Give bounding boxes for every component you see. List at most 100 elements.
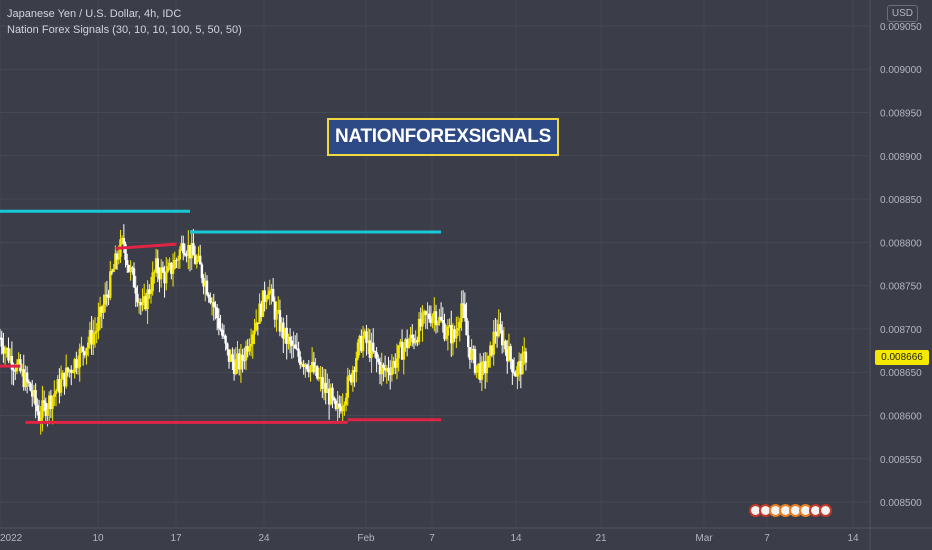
candle-body — [207, 294, 210, 298]
candle-body — [492, 331, 495, 355]
candle-body — [421, 312, 424, 327]
candle-body — [19, 359, 22, 372]
candle-body — [333, 397, 336, 401]
candle-body — [299, 356, 302, 365]
candle-body — [506, 349, 509, 362]
candle-body — [456, 328, 460, 331]
candle-body — [380, 364, 383, 375]
price-tick-label: 0.008600 — [880, 411, 922, 422]
candle-body — [224, 335, 227, 344]
time-tick-label: 14 — [847, 533, 859, 544]
candle-body — [411, 334, 414, 339]
candle-body — [244, 346, 248, 361]
candle-body — [300, 364, 304, 366]
candle-body — [370, 342, 373, 358]
candle-body — [103, 294, 107, 305]
candle-body — [204, 280, 207, 287]
candle-body — [90, 330, 93, 345]
candle-body — [114, 253, 117, 269]
candle-body — [127, 265, 131, 272]
candle-body — [254, 322, 258, 331]
candle-body — [407, 342, 411, 348]
candle-body — [263, 290, 266, 302]
candle-body — [73, 359, 76, 373]
candle-body — [314, 366, 317, 373]
candle-body — [497, 324, 500, 337]
candle-body — [163, 271, 166, 284]
candle-body — [387, 367, 390, 373]
candle-body — [485, 367, 489, 374]
candle-body — [288, 336, 292, 341]
candle-body — [24, 372, 27, 388]
candle-body — [260, 303, 263, 317]
candle-body — [349, 375, 353, 383]
candle-body — [154, 258, 158, 272]
candle-body — [385, 367, 389, 371]
candle-body — [87, 342, 90, 348]
candle-body — [144, 296, 148, 310]
candle-body — [277, 310, 280, 312]
candle-body — [153, 271, 156, 273]
candle-body — [483, 361, 487, 374]
time-tick-label: 7 — [764, 533, 770, 544]
candle-body — [200, 264, 204, 279]
time-tick-label: 14 — [510, 533, 522, 544]
candle-body — [124, 244, 127, 260]
candle-body — [305, 364, 309, 370]
candle-body — [312, 361, 316, 373]
candle-body — [504, 340, 507, 350]
candle-body — [390, 367, 394, 376]
time-axis: 2022 10 17 24 Feb 7 14 21 Mar 7 14 — [0, 533, 859, 544]
time-tick-label: Feb — [357, 533, 375, 544]
candle-body — [324, 382, 327, 393]
current-price-tag: 0.008666 — [875, 350, 929, 365]
candle-body — [373, 351, 377, 353]
candle-body — [187, 245, 190, 256]
price-axis: 0.009050 0.009000 0.008950 0.008900 0.008850… — [880, 22, 922, 509]
candle-body — [182, 243, 185, 254]
candle-body — [93, 332, 97, 334]
price-tick-label: 0.008650 — [880, 368, 922, 379]
candle-body — [322, 382, 326, 389]
indicator-legend[interactable]: Nation Forex Signals (30, 10, 10, 100, 5… — [7, 24, 242, 36]
candle-body — [117, 256, 120, 260]
candle-body — [436, 322, 439, 326]
candle-body — [236, 353, 239, 360]
symbol-title[interactable]: Japanese Yen / U.S. Dollar, 4h, IDC — [7, 8, 182, 20]
candle-body — [309, 366, 312, 373]
candle-body — [441, 320, 444, 324]
candle-body — [356, 342, 360, 358]
candle-body — [243, 360, 246, 362]
flag-icon[interactable] — [819, 504, 832, 517]
candle-body — [109, 271, 112, 298]
price-tick-label: 0.008550 — [880, 455, 922, 466]
event-icons[interactable] — [749, 504, 832, 517]
currency-badge[interactable]: USD — [886, 5, 918, 22]
candle-body — [392, 360, 395, 368]
candle-body — [212, 301, 215, 307]
candle-body — [66, 367, 70, 373]
candle-body — [175, 260, 178, 262]
candle-body — [372, 342, 375, 352]
candle-body — [507, 346, 511, 362]
candle-body — [331, 387, 334, 398]
price-tick-label: 0.008800 — [880, 238, 922, 249]
candle-body — [431, 316, 434, 324]
candle-body — [198, 255, 202, 265]
candle-body — [231, 354, 234, 362]
candle-body — [222, 335, 226, 337]
candle-body — [282, 322, 285, 339]
candle-body — [443, 323, 446, 340]
candle-body — [46, 409, 49, 416]
candle-body — [20, 369, 24, 372]
candle-body — [78, 348, 81, 368]
candle-body — [8, 356, 12, 361]
candle-body — [326, 388, 329, 393]
candle-body — [439, 316, 443, 321]
candle-body — [92, 333, 95, 345]
candle-body — [317, 377, 321, 379]
candle-body — [70, 369, 73, 373]
candle-body — [399, 341, 402, 346]
